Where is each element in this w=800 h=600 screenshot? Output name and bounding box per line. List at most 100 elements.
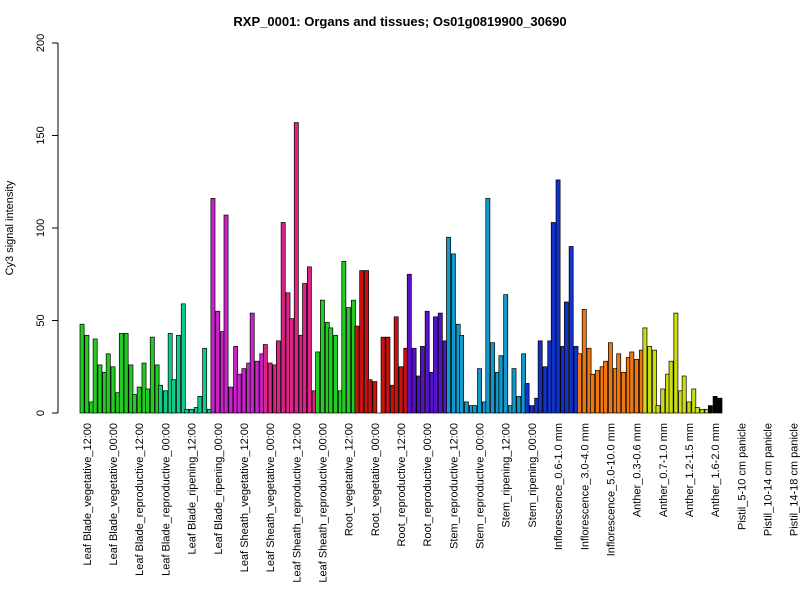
x-category-label: Stem_ripening_12:00 bbox=[501, 423, 513, 528]
bar bbox=[537, 340, 543, 414]
bar bbox=[511, 368, 517, 414]
bar bbox=[320, 299, 325, 414]
bar bbox=[210, 198, 216, 414]
y-axis: 0 50 100 150 200 bbox=[35, 34, 59, 416]
bar bbox=[490, 342, 496, 414]
bar bbox=[302, 283, 307, 414]
bar bbox=[577, 353, 582, 414]
bar bbox=[145, 388, 150, 414]
bar bbox=[503, 294, 509, 414]
bar bbox=[354, 325, 360, 414]
bar bbox=[380, 336, 386, 414]
bar bbox=[254, 360, 260, 414]
bar bbox=[184, 408, 190, 414]
bar bbox=[437, 312, 443, 414]
x-category-label: Stem_reproductive_00:00 bbox=[475, 423, 487, 549]
x-category-label: Leaf Blade_vegetative_12:00 bbox=[82, 423, 94, 566]
bar bbox=[176, 334, 181, 414]
bar bbox=[498, 355, 504, 414]
bar bbox=[293, 122, 299, 414]
x-category-label: Leaf Sheath_vegetative_00:00 bbox=[265, 423, 277, 572]
x-category-label: Stem_reproductive_12:00 bbox=[448, 423, 460, 549]
bar bbox=[79, 323, 85, 414]
bar bbox=[616, 353, 622, 414]
bar bbox=[393, 316, 399, 414]
bar bbox=[712, 396, 718, 414]
y-tick-label: 50 bbox=[35, 314, 47, 326]
bar bbox=[275, 340, 281, 414]
bar bbox=[364, 270, 369, 414]
bar bbox=[555, 179, 561, 414]
bar bbox=[686, 401, 692, 414]
bar bbox=[542, 366, 548, 414]
bar bbox=[529, 405, 535, 414]
bar bbox=[464, 401, 469, 414]
x-category-label: Root_vegetative_00:00 bbox=[370, 423, 382, 536]
bar bbox=[398, 366, 404, 414]
bar bbox=[707, 405, 713, 414]
bar bbox=[446, 236, 451, 414]
bar bbox=[267, 362, 273, 414]
bar bbox=[406, 273, 412, 414]
bar bbox=[236, 373, 242, 414]
bar bbox=[594, 370, 600, 414]
bar bbox=[699, 408, 705, 414]
bar bbox=[171, 379, 177, 414]
bar bbox=[642, 327, 648, 414]
bar bbox=[668, 360, 674, 414]
bar bbox=[249, 312, 255, 414]
x-category-label: Root_reproductive_12:00 bbox=[396, 423, 408, 547]
bar bbox=[694, 407, 700, 414]
bar bbox=[97, 364, 103, 414]
bar bbox=[673, 312, 679, 414]
x-category-label: Inflorescence_5.0-10.0 mm bbox=[605, 423, 617, 556]
y-axis-label: Cy3 signal intensity bbox=[4, 180, 16, 275]
x-category-label: Inflorescence_3.0-4.0 mm bbox=[579, 423, 591, 550]
bar bbox=[459, 334, 465, 414]
x-category-label: Leaf Blade_vegetative_00:00 bbox=[108, 423, 120, 566]
bar bbox=[450, 253, 456, 414]
bar bbox=[603, 360, 609, 414]
bar bbox=[691, 388, 697, 414]
x-category-label: Inflorescence_0.6-1.0 mm bbox=[553, 423, 565, 550]
x-category-label: Leaf Sheath_vegetative_12:00 bbox=[239, 423, 251, 572]
bar bbox=[563, 301, 569, 414]
bar bbox=[289, 318, 294, 414]
bar bbox=[419, 346, 425, 414]
x-category-label: Leaf Blade_reproductive_12:00 bbox=[134, 423, 146, 576]
bar bbox=[550, 222, 556, 414]
bar bbox=[655, 405, 661, 414]
bar bbox=[262, 344, 268, 414]
x-category-label: Leaf Sheath_reproductive_12:00 bbox=[291, 423, 303, 583]
y-tick-label: 0 bbox=[35, 410, 47, 416]
bar bbox=[629, 351, 635, 414]
x-category-label: Leaf Blade_reproductive_00:00 bbox=[160, 423, 172, 576]
bar bbox=[581, 309, 587, 414]
bar bbox=[341, 260, 347, 414]
bar bbox=[141, 362, 147, 414]
bar bbox=[634, 359, 640, 414]
bar bbox=[608, 342, 613, 414]
bar bbox=[433, 316, 438, 414]
x-category-label: Root_vegetative_12:00 bbox=[344, 423, 356, 536]
bar bbox=[202, 347, 208, 414]
bar bbox=[472, 405, 478, 414]
x-category-label: Root_reproductive_00:00 bbox=[422, 423, 434, 547]
bar bbox=[385, 336, 391, 414]
x-category-label: Anther_1.2-1.5 mm bbox=[684, 423, 696, 517]
x-category-label: Pistil_14-18 cm panicle bbox=[789, 423, 800, 536]
bar bbox=[516, 396, 522, 414]
bar bbox=[306, 266, 312, 414]
bar bbox=[167, 333, 173, 414]
bar bbox=[590, 373, 595, 414]
y-tick-label: 100 bbox=[35, 219, 47, 237]
bar bbox=[105, 353, 111, 414]
bar bbox=[411, 347, 417, 414]
bars bbox=[79, 122, 723, 414]
x-category-label: Anther_0.3-0.6 mm bbox=[632, 423, 644, 517]
bar bbox=[180, 303, 186, 414]
bar bbox=[367, 379, 373, 414]
bar bbox=[681, 375, 687, 414]
bar bbox=[346, 307, 352, 414]
